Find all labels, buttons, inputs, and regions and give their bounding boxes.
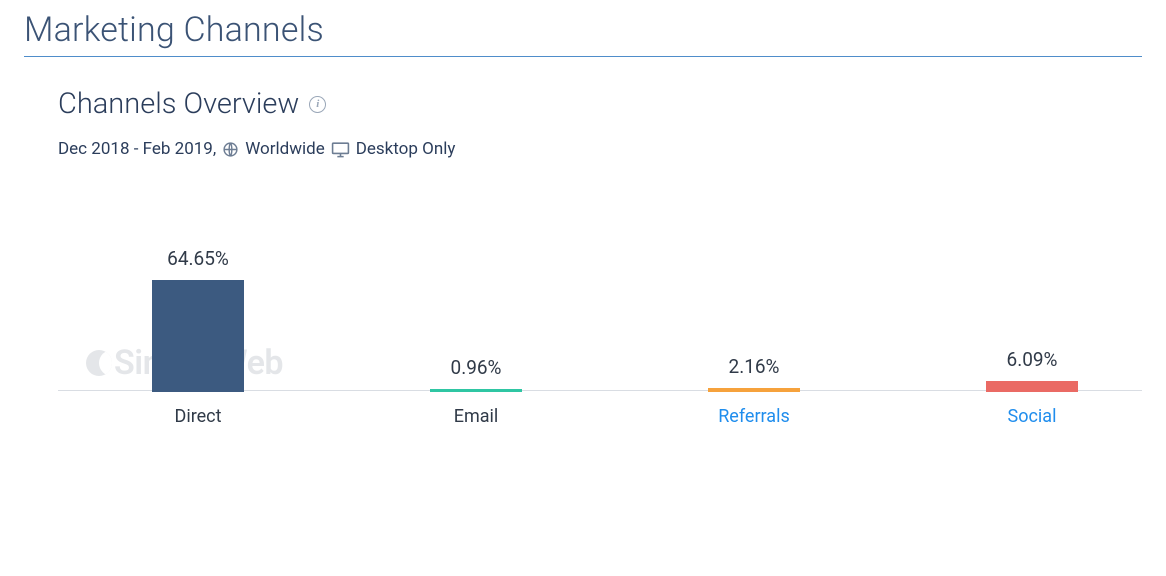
meta-region: Worldwide [245,139,325,159]
bar-email: 0.96% Email [406,356,546,427]
meta-row: Dec 2018 - Feb 2019, Worldwide Desktop O… [58,139,1142,159]
bar-value-label: 2.16% [729,355,780,378]
bar-value-label: 64.65% [167,247,229,270]
desktop-icon [331,141,350,158]
bar-rect [986,381,1078,392]
bar-rect [708,388,800,392]
meta-device: Desktop Only [356,139,456,159]
channels-bar-chart: SimilarWeb 64.65%Direct0.96%Email2.16%Re… [58,217,1142,427]
bar-referrals: 2.16% Referrals [684,355,824,427]
title-divider [24,56,1142,57]
bar-direct: 64.65% Direct [128,247,268,427]
section-title: Channels Overview [58,87,299,121]
globe-icon [222,141,239,158]
bar-category-label[interactable]: Referrals [718,406,790,427]
bar-category-label: Email [454,406,499,427]
bar-category-label[interactable]: Social [1008,406,1057,427]
bar-social: 6.09% Social [962,348,1102,427]
bar-value-label: 6.09% [1007,348,1058,371]
bar-rect [152,280,244,392]
meta-date-range: Dec 2018 - Feb 2019, [58,139,216,159]
page-title: Marketing Channels [24,10,1142,50]
bar-value-label: 0.96% [451,356,502,379]
info-icon[interactable]: i [309,96,326,113]
bar-rect [430,389,522,392]
bar-category-label: Direct [175,406,222,427]
